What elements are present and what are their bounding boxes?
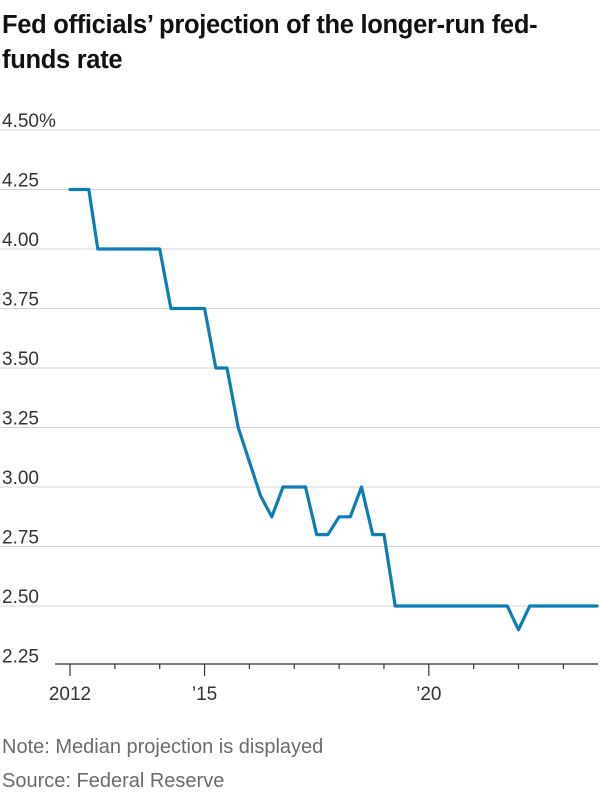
series-layer [68,187,599,632]
y-tick-label: 4.50% [2,111,56,132]
chart-title: Fed officials’ projection of the longer-… [2,11,538,74]
y-tick-label: 2.25 [2,647,39,668]
x-axis-labels: 2012 ’15 ’20 [49,684,442,705]
y-tick-label: 3.00 [2,468,39,489]
chart-source: Source: Federal Reserve [2,770,225,792]
y-axis-labels: 2.25 2.50 2.75 3.00 3.25 3.50 3.75 4.00 4.25 4.50… [2,111,56,668]
y-tick-label: 2.50 [2,587,39,608]
y-tick-label: 3.50 [2,349,39,370]
x-tick-label: ’15 [192,684,217,705]
y-tick-label: 4.00 [2,230,39,251]
y-tick-label: 2.75 [2,528,39,549]
x-tick-label: 2012 [49,684,91,705]
x-tick-label: ’20 [416,684,441,705]
y-tick-label: 4.25 [2,171,39,192]
y-tick-label: 3.25 [2,409,39,430]
chart-note: Note: Median projection is displayed [2,736,324,758]
y-tick-label: 3.75 [2,290,39,311]
x-axis [55,663,598,676]
series-line [68,187,599,632]
